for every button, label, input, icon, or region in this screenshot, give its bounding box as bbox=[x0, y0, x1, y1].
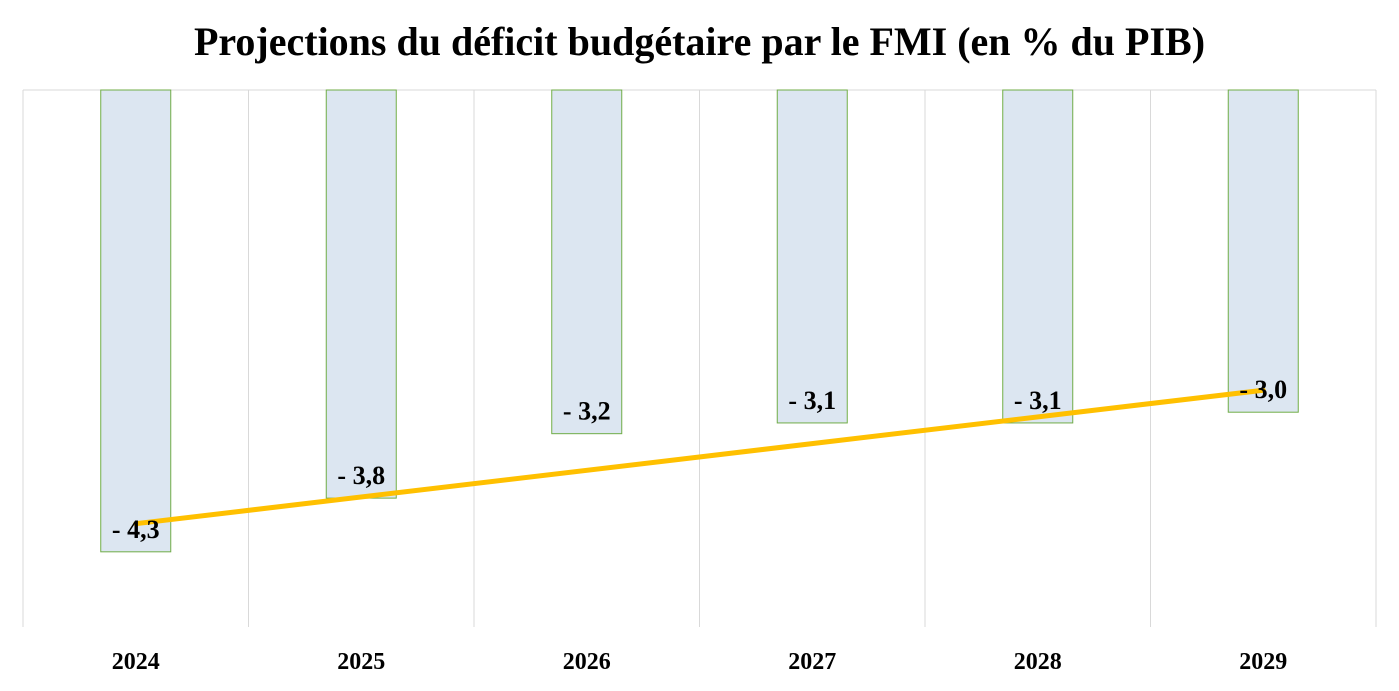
bar-2029 bbox=[1227, 89, 1299, 413]
bar-2026 bbox=[551, 89, 623, 435]
data-label-2028: - 3,1 bbox=[1014, 386, 1062, 415]
chart-title: Projections du déficit budgétaire par le… bbox=[193, 19, 1206, 64]
category-axis: 2024 2025 2026 2027 2028 2029 bbox=[112, 649, 1288, 675]
grid-layer bbox=[22, 89, 1377, 627]
category-label-2025: 2025 bbox=[337, 649, 385, 675]
category-label-2024: 2024 bbox=[112, 649, 160, 675]
category-label-2028: 2028 bbox=[1014, 649, 1062, 675]
category-label-2027: 2027 bbox=[788, 649, 836, 675]
bar-2025 bbox=[325, 89, 397, 499]
bar-2027 bbox=[776, 89, 848, 424]
bar-2028 bbox=[1002, 89, 1074, 424]
data-label-2024: - 4,3 bbox=[112, 515, 160, 544]
data-label-2025: - 3,8 bbox=[337, 461, 385, 490]
bar-2024 bbox=[100, 89, 172, 553]
trend-layer bbox=[133, 387, 1266, 527]
bar-layer bbox=[100, 89, 1299, 553]
data-label-2029: - 3,0 bbox=[1239, 375, 1287, 404]
category-label-2026: 2026 bbox=[563, 649, 611, 675]
category-label-2029: 2029 bbox=[1239, 649, 1287, 675]
data-label-2027: - 3,1 bbox=[788, 386, 836, 415]
label-layer: - 4,3 - 3,8 - 3,2 - 3,1 - 3,1 - 3,0 bbox=[112, 375, 1287, 544]
trendline bbox=[133, 387, 1266, 527]
data-label-2026: - 3,2 bbox=[563, 397, 611, 426]
